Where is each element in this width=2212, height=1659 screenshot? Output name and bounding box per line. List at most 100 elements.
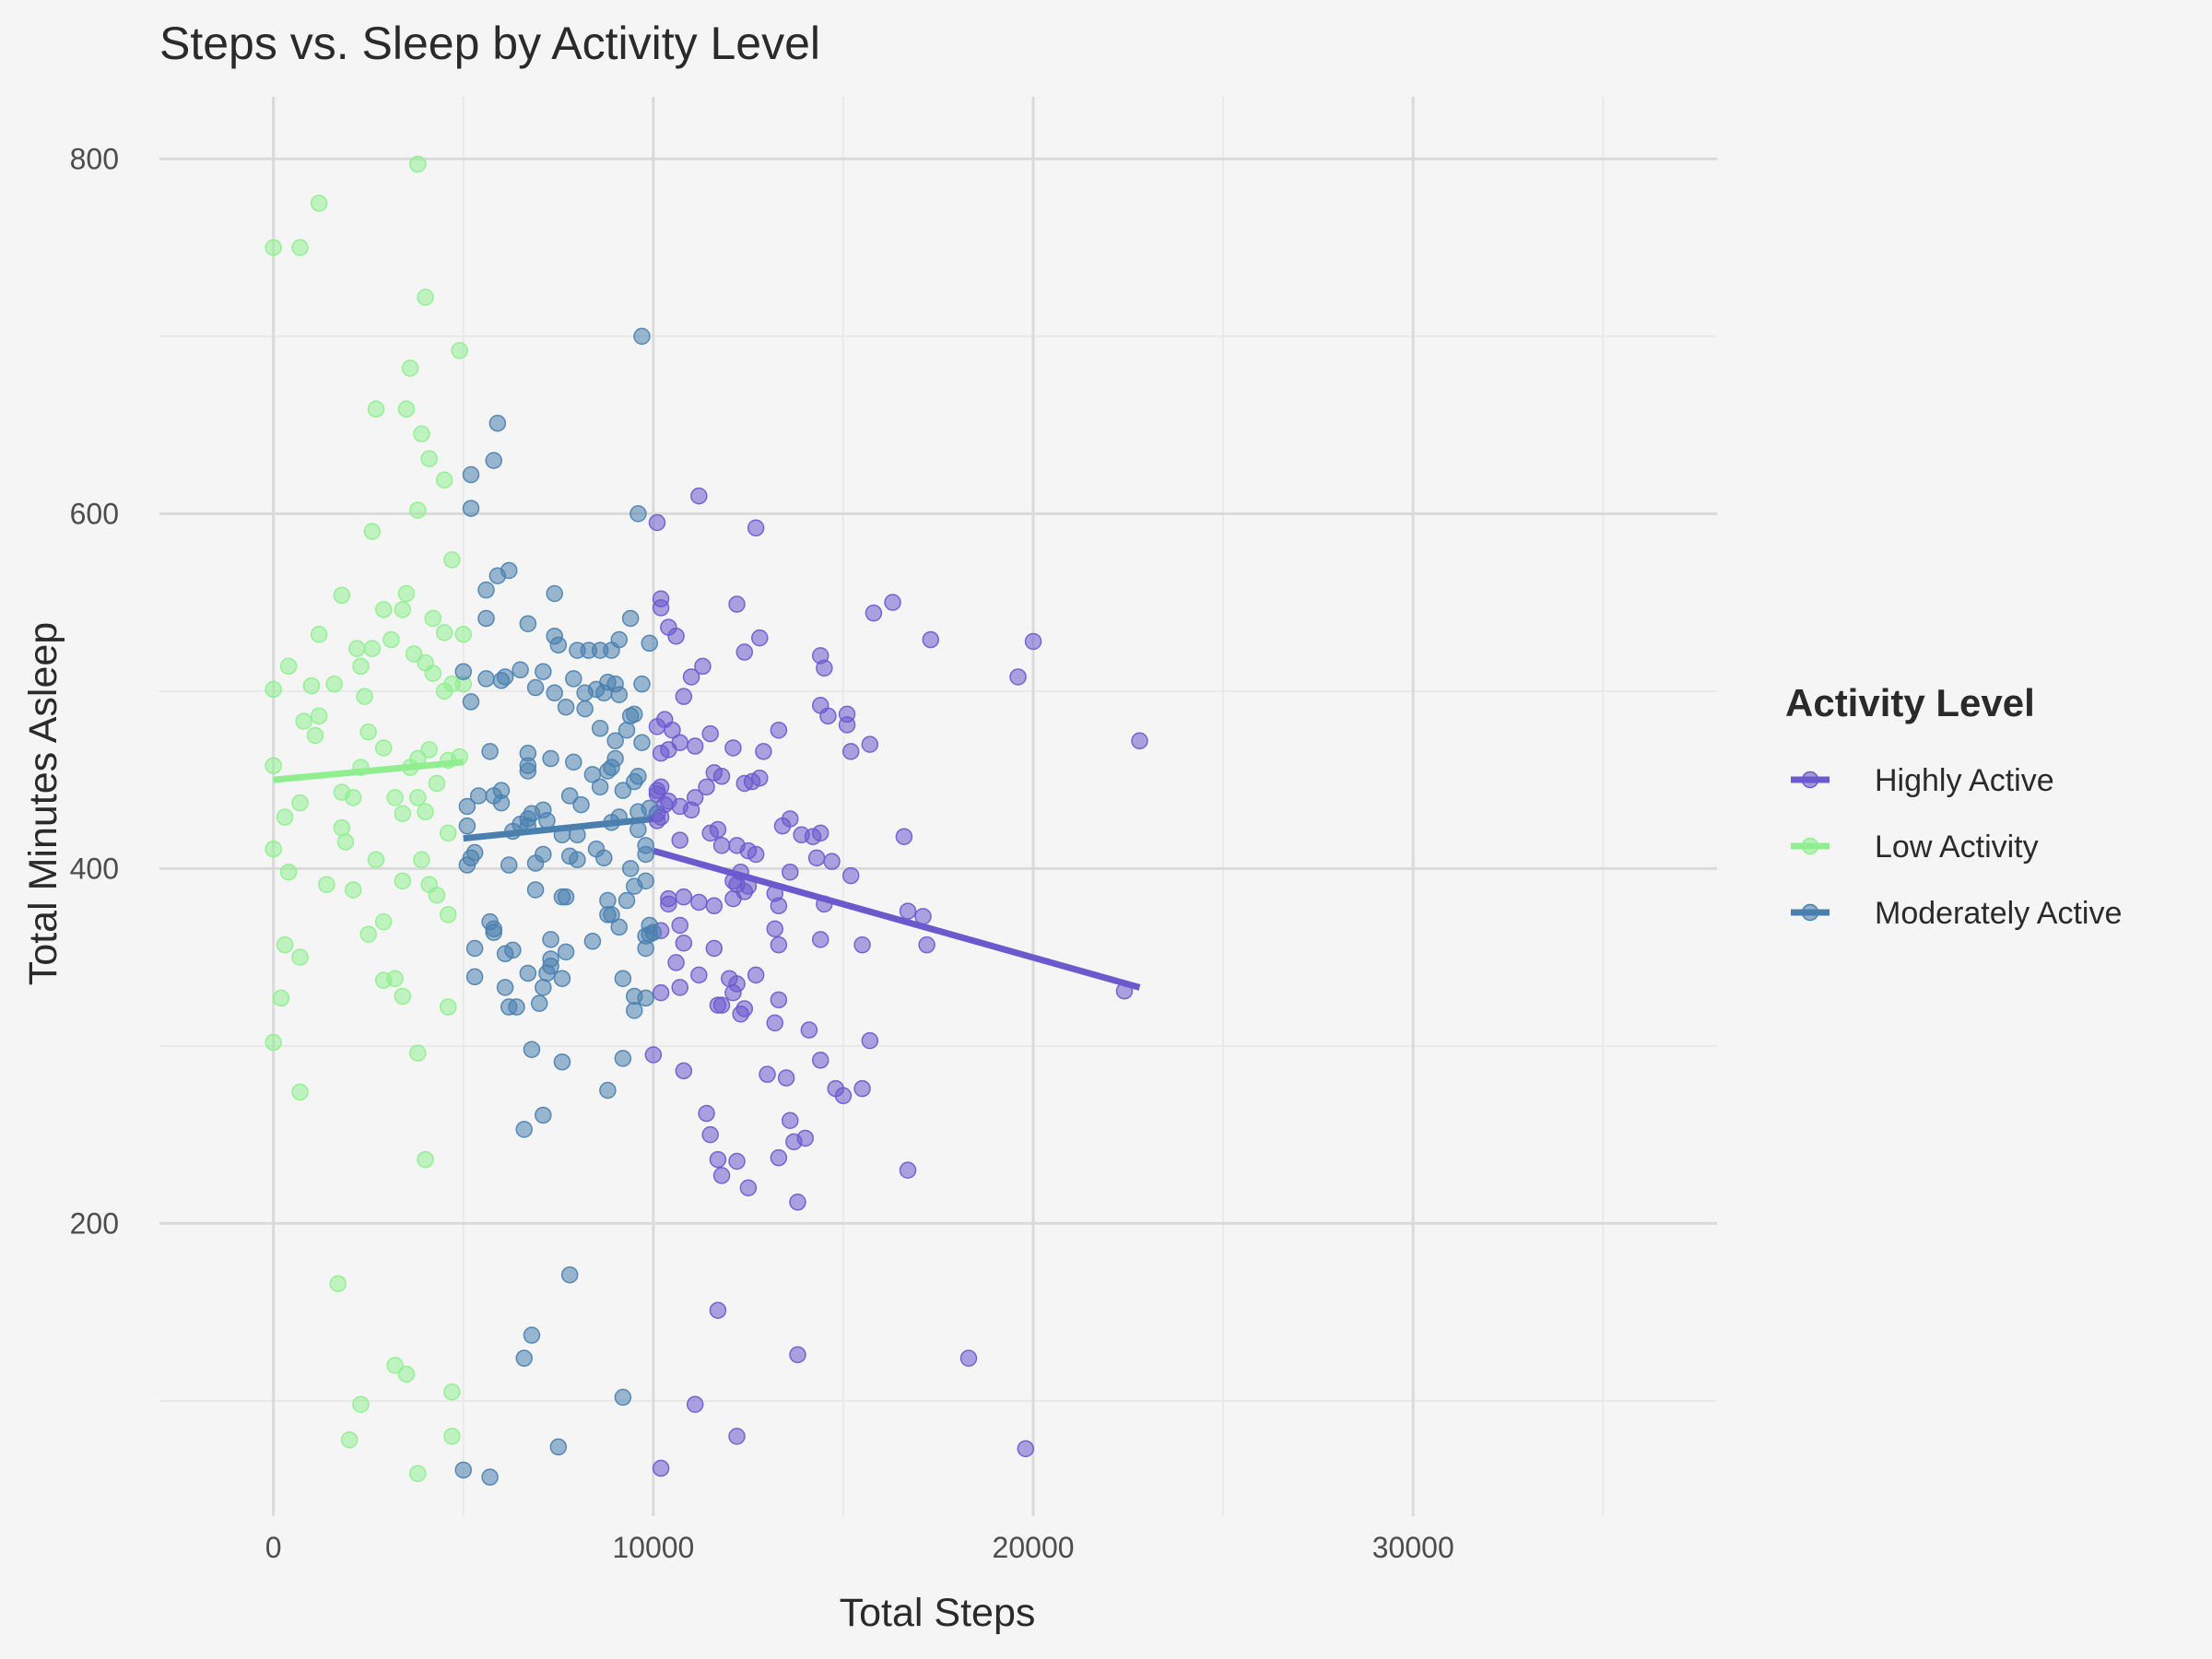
point-highly-active (652, 983, 670, 1002)
point-highly-active (686, 1395, 704, 1413)
point-low-activity (409, 1044, 427, 1062)
point-highly-active (712, 768, 731, 785)
point-moderately-active (641, 916, 658, 935)
point-highly-active (724, 983, 742, 1002)
point-highly-active (841, 743, 860, 760)
point-low-activity (336, 833, 355, 851)
legend-swatch-point (1801, 903, 1819, 922)
point-low-activity (310, 194, 328, 212)
point-low-activity (329, 1275, 347, 1293)
point-low-activity (333, 818, 351, 837)
point-moderately-active (625, 772, 643, 791)
point-low-activity (443, 1383, 461, 1401)
point-highly-active (705, 939, 724, 958)
point-moderately-active (515, 1121, 533, 1138)
point-moderately-active (621, 609, 640, 628)
point-highly-active (1115, 982, 1134, 1000)
point-moderately-active (557, 943, 575, 961)
legend-swatch-point (1801, 771, 1819, 789)
point-moderately-active (603, 814, 620, 831)
x-axis-title: Total Steps (840, 1591, 1036, 1635)
point-highly-active (747, 519, 765, 537)
point-low-activity (265, 680, 282, 699)
point-low-activity (291, 794, 309, 812)
point-highly-active (823, 853, 841, 870)
point-moderately-active (512, 661, 529, 679)
point-highly-active (675, 1062, 693, 1080)
point-highly-active (770, 991, 788, 1009)
point-low-activity (413, 425, 430, 442)
point-low-activity (265, 840, 282, 858)
point-highly-active (698, 778, 715, 796)
point-highly-active (652, 1459, 670, 1477)
point-low-activity (382, 630, 400, 649)
point-low-activity (352, 1395, 370, 1413)
point-moderately-active (535, 845, 552, 864)
point-low-activity (440, 824, 457, 842)
point-moderately-active (535, 1106, 552, 1124)
legend-item-highly-active: Highly Active (1791, 763, 2054, 798)
point-low-activity (265, 757, 282, 774)
point-moderately-active (603, 906, 620, 924)
point-moderately-active (462, 693, 480, 711)
point-moderately-active (458, 797, 477, 816)
y-axis-title: Total Minutes Asleep (21, 622, 65, 985)
point-moderately-active (492, 672, 511, 689)
point-highly-active (766, 1014, 784, 1032)
y-tick-label: 800 (70, 142, 119, 175)
point-highly-active (671, 916, 688, 935)
point-low-activity (302, 677, 321, 695)
point-highly-active (652, 599, 670, 617)
point-moderately-active (591, 778, 609, 796)
point-moderately-active (614, 1388, 632, 1406)
point-moderately-active (481, 743, 499, 760)
point-highly-active (675, 888, 693, 906)
point-low-activity (417, 1150, 434, 1169)
point-moderately-active (565, 753, 582, 771)
point-highly-active (853, 1079, 871, 1098)
point-low-activity (310, 707, 328, 725)
point-low-activity (428, 887, 446, 904)
point-moderately-active (488, 414, 507, 432)
point-highly-active (675, 688, 693, 705)
point-moderately-active (519, 762, 537, 780)
point-highly-active (770, 721, 788, 739)
legend-swatch-point (1801, 837, 1819, 855)
point-low-activity (276, 808, 294, 826)
point-highly-active (690, 487, 708, 505)
point-moderately-active (618, 721, 636, 739)
point-moderately-active (465, 843, 484, 862)
point-highly-active (747, 845, 765, 864)
point-low-activity (279, 863, 298, 881)
point-highly-active (682, 668, 700, 686)
point-highly-active (1009, 668, 1027, 686)
point-moderately-active (557, 698, 575, 716)
point-highly-active (759, 1065, 776, 1083)
point-moderately-active (614, 970, 632, 987)
point-moderately-active (481, 1468, 499, 1486)
point-highly-active (777, 1069, 795, 1087)
point-highly-active (811, 1052, 830, 1069)
point-moderately-active (599, 762, 617, 780)
point-highly-active (800, 1021, 818, 1039)
legend-label: Highly Active (1875, 763, 2054, 798)
point-highly-active (732, 1005, 749, 1023)
point-highly-active (724, 739, 742, 757)
point-moderately-active (625, 877, 643, 895)
point-highly-active (834, 1087, 853, 1105)
point-moderately-active (633, 327, 651, 346)
point-moderately-active (595, 849, 613, 867)
point-highly-active (724, 889, 742, 908)
point-moderately-active (606, 749, 624, 768)
point-moderately-active (530, 994, 548, 1012)
point-moderately-active (569, 826, 586, 844)
point-low-activity (363, 640, 382, 657)
point-highly-active (728, 1428, 746, 1445)
point-moderately-active (553, 826, 571, 844)
grid-minor (159, 97, 1717, 1516)
point-moderately-active (549, 1438, 568, 1456)
point-moderately-active (481, 912, 499, 931)
point-low-activity (401, 359, 419, 377)
point-moderately-active (641, 799, 658, 818)
